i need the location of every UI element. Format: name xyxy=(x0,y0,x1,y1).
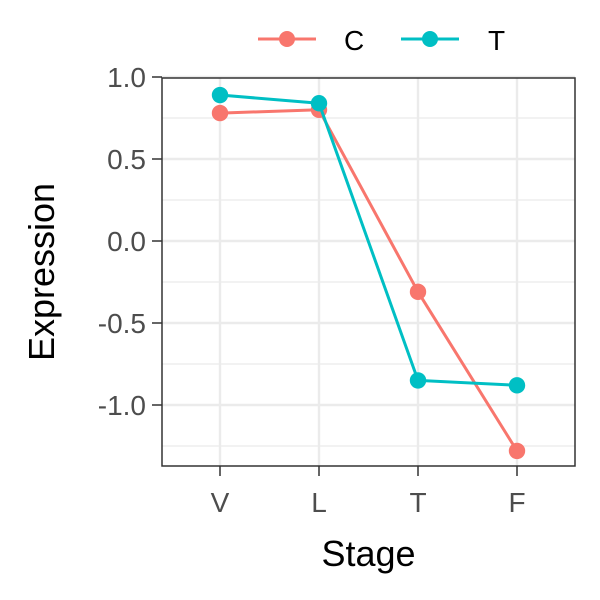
series-line-t xyxy=(218,93,519,387)
y-tick-label: 0.5 xyxy=(107,144,146,175)
data-point-c xyxy=(508,442,526,460)
y-tick-label: 0.0 xyxy=(107,226,146,257)
data-point-t xyxy=(508,377,526,394)
axes: 1.0 0.5 0.0 -0.5 -1.0 V L T F xyxy=(98,62,526,518)
legend: C T xyxy=(258,25,505,56)
legend-marker-c xyxy=(279,31,295,47)
data-point-c xyxy=(211,104,229,122)
grid xyxy=(162,75,575,466)
data-point-t xyxy=(409,372,427,389)
x-tick-label: T xyxy=(409,487,426,518)
data-point-t xyxy=(211,86,229,104)
x-tick-label: F xyxy=(508,487,525,518)
plot-panel-border xyxy=(161,77,576,467)
series-line-c xyxy=(218,108,519,453)
data-point-t xyxy=(310,95,328,112)
x-tick-label: V xyxy=(211,487,230,518)
legend-label-c: C xyxy=(344,25,364,56)
legend-label-t: T xyxy=(488,25,505,56)
y-tick-label: 1.0 xyxy=(107,62,146,93)
series-layer xyxy=(211,86,526,460)
data-point-c xyxy=(409,283,427,301)
y-tick-label: -0.5 xyxy=(98,308,146,339)
y-tick-label: -1.0 xyxy=(98,390,146,421)
x-axis-title: Stage xyxy=(321,533,415,574)
legend-marker-t xyxy=(422,31,438,47)
y-axis-title: Expression xyxy=(21,183,62,361)
x-tick-label: L xyxy=(311,487,327,518)
